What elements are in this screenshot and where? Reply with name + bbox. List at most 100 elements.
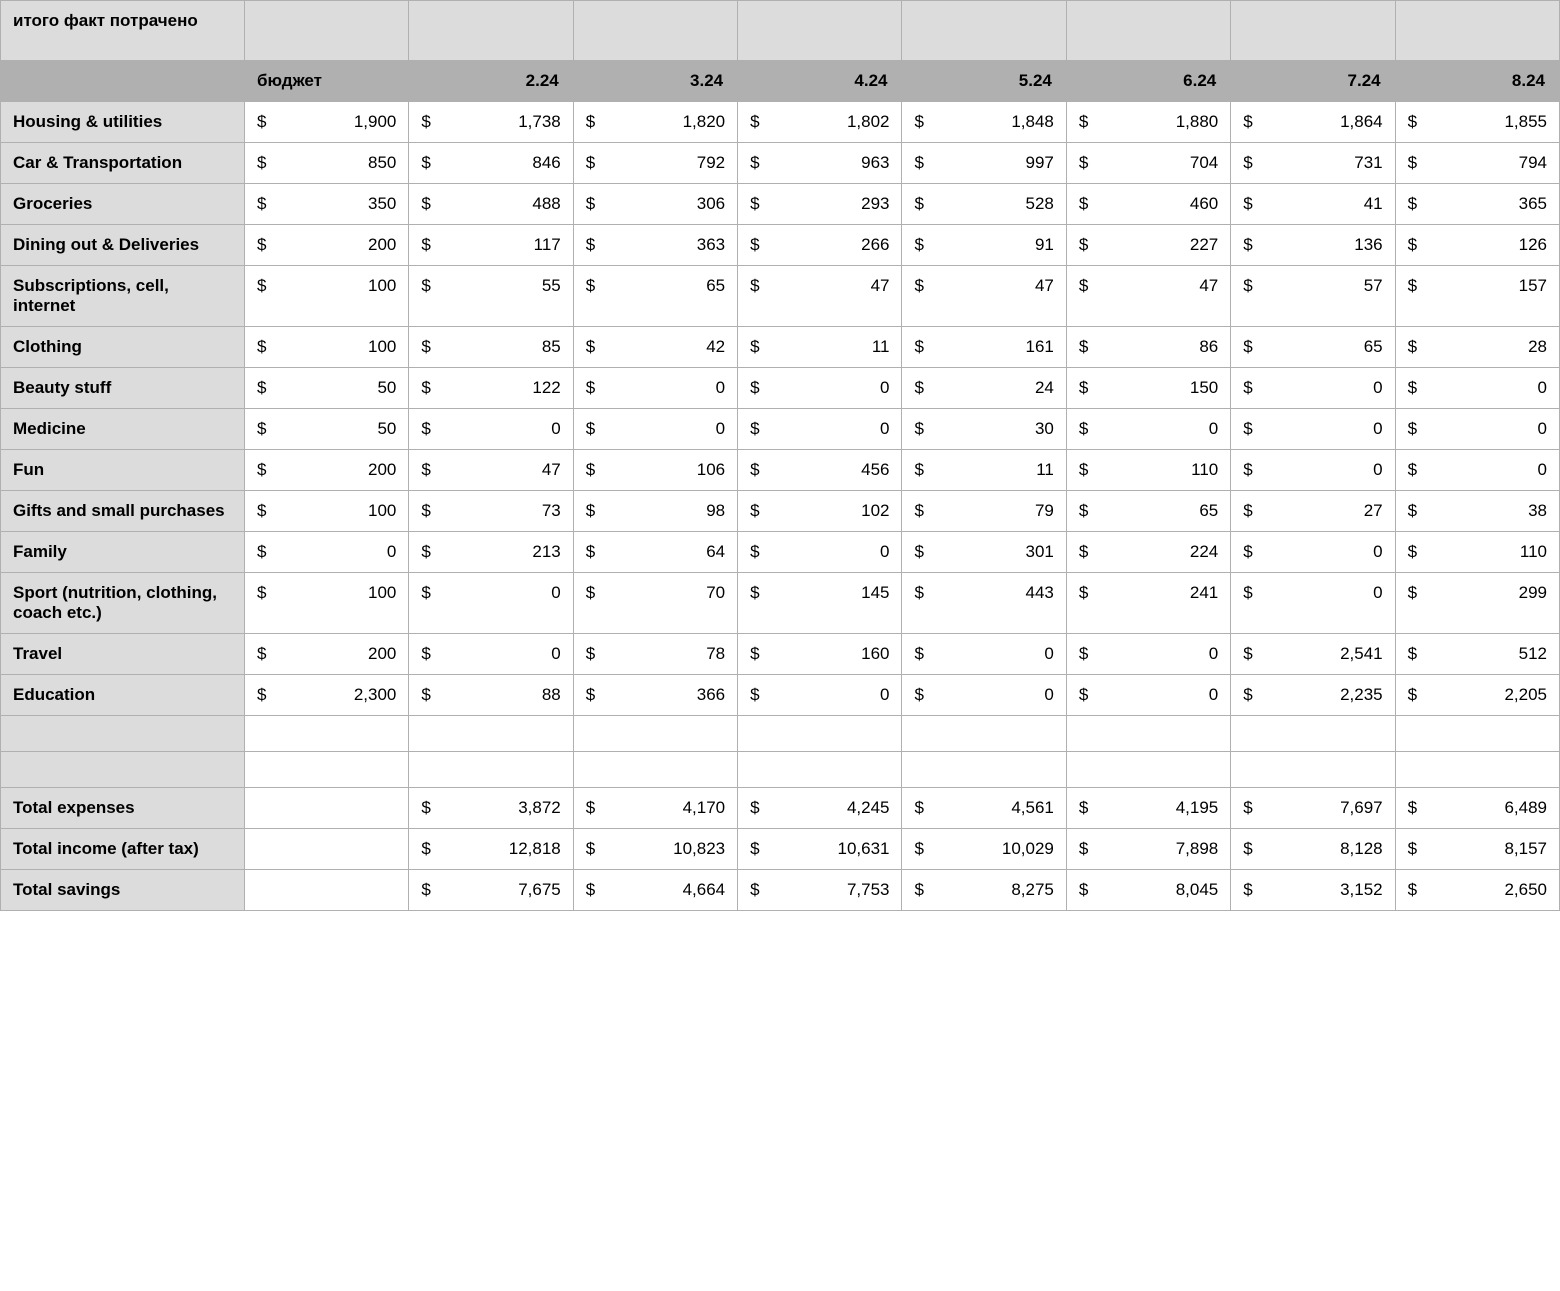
table-cell[interactable]: $47 (738, 266, 902, 327)
table-cell[interactable]: $11 (902, 450, 1066, 491)
row-label[interactable]: Family (1, 532, 245, 573)
table-cell[interactable]: $65 (1066, 491, 1230, 532)
table-cell[interactable]: $10,029 (902, 829, 1066, 870)
table-cell[interactable]: $266 (738, 225, 902, 266)
table-cell[interactable]: $997 (902, 143, 1066, 184)
table-cell[interactable]: $0 (409, 409, 573, 450)
table-cell[interactable]: $963 (738, 143, 902, 184)
table-cell[interactable]: $2,235 (1231, 675, 1395, 716)
table-cell[interactable]: $365 (1395, 184, 1559, 225)
table-cell[interactable]: $117 (409, 225, 573, 266)
table-cell[interactable]: $241 (1066, 573, 1230, 634)
table-cell[interactable] (244, 716, 408, 752)
row-label[interactable]: Total expenses (1, 788, 245, 829)
table-cell[interactable] (244, 752, 408, 788)
table-cell[interactable]: $122 (409, 368, 573, 409)
table-cell[interactable]: $12,818 (409, 829, 573, 870)
table-cell[interactable]: $224 (1066, 532, 1230, 573)
table-cell[interactable]: $0 (1231, 409, 1395, 450)
table-cell[interactable]: $792 (573, 143, 737, 184)
table-cell[interactable]: $0 (1231, 450, 1395, 491)
table-cell[interactable]: $1,855 (1395, 102, 1559, 143)
table-cell[interactable]: $3,872 (409, 788, 573, 829)
table-cell[interactable]: $78 (573, 634, 737, 675)
table-cell[interactable]: $57 (1231, 266, 1395, 327)
table-cell[interactable]: $1,864 (1231, 102, 1395, 143)
table-cell[interactable]: $299 (1395, 573, 1559, 634)
table-cell[interactable]: $10,823 (573, 829, 737, 870)
table-cell[interactable]: $0 (573, 409, 737, 450)
table-cell[interactable]: $70 (573, 573, 737, 634)
row-label[interactable]: Dining out & Deliveries (1, 225, 245, 266)
table-cell[interactable]: $88 (409, 675, 573, 716)
table-cell[interactable]: $7,697 (1231, 788, 1395, 829)
table-cell[interactable] (1231, 716, 1395, 752)
table-cell[interactable]: $2,205 (1395, 675, 1559, 716)
table-cell[interactable]: $0 (1066, 409, 1230, 450)
table-cell[interactable]: $11 (738, 327, 902, 368)
table-cell[interactable]: $161 (902, 327, 1066, 368)
table-cell[interactable] (1395, 752, 1559, 788)
table-cell[interactable]: $293 (738, 184, 902, 225)
table-cell[interactable] (738, 716, 902, 752)
table-cell[interactable]: $7,675 (409, 870, 573, 911)
table-cell[interactable]: $0 (902, 675, 1066, 716)
table-cell[interactable] (409, 716, 573, 752)
col-header-month[interactable]: 8.24 (1395, 61, 1559, 102)
table-cell[interactable] (409, 752, 573, 788)
table-cell[interactable]: $ (244, 788, 408, 829)
table-cell[interactable]: $10,631 (738, 829, 902, 870)
col-header-month[interactable]: 4.24 (738, 61, 902, 102)
col-header-month[interactable]: 7.24 (1231, 61, 1395, 102)
table-cell[interactable]: $0 (1066, 634, 1230, 675)
table-cell[interactable]: $0 (902, 634, 1066, 675)
table-cell[interactable] (1066, 716, 1230, 752)
table-cell[interactable]: $1,848 (902, 102, 1066, 143)
row-label[interactable]: Beauty stuff (1, 368, 245, 409)
table-cell[interactable]: $0 (738, 532, 902, 573)
table-cell[interactable]: $73 (409, 491, 573, 532)
table-cell[interactable]: $1,900 (244, 102, 408, 143)
col-header-month[interactable]: 3.24 (573, 61, 737, 102)
col-header-budget[interactable]: бюджет (244, 61, 408, 102)
col-header-month[interactable]: 2.24 (409, 61, 573, 102)
table-cell[interactable]: $65 (1231, 327, 1395, 368)
table-cell[interactable]: $456 (738, 450, 902, 491)
table-cell[interactable]: $0 (573, 368, 737, 409)
table-cell[interactable]: $86 (1066, 327, 1230, 368)
row-label[interactable]: Clothing (1, 327, 245, 368)
table-cell[interactable] (1066, 752, 1230, 788)
table-cell[interactable]: $27 (1231, 491, 1395, 532)
row-label[interactable]: Groceries (1, 184, 245, 225)
table-cell[interactable]: $4,195 (1066, 788, 1230, 829)
row-label[interactable]: Education (1, 675, 245, 716)
table-cell[interactable]: $850 (244, 143, 408, 184)
table-cell[interactable]: $2,650 (1395, 870, 1559, 911)
table-cell[interactable] (573, 716, 737, 752)
table-cell[interactable]: $846 (409, 143, 573, 184)
table-cell[interactable]: $363 (573, 225, 737, 266)
table-cell[interactable]: $85 (409, 327, 573, 368)
table-cell[interactable]: $106 (573, 450, 737, 491)
table-cell[interactable]: $0 (1231, 368, 1395, 409)
table-cell[interactable]: $47 (1066, 266, 1230, 327)
table-cell[interactable]: $0 (1066, 675, 1230, 716)
table-cell[interactable]: $79 (902, 491, 1066, 532)
table-cell[interactable]: $38 (1395, 491, 1559, 532)
table-cell[interactable]: $0 (1395, 450, 1559, 491)
table-cell[interactable] (902, 716, 1066, 752)
table-cell[interactable]: $98 (573, 491, 737, 532)
table-cell[interactable]: $150 (1066, 368, 1230, 409)
table-cell[interactable]: $794 (1395, 143, 1559, 184)
table-cell[interactable]: $42 (573, 327, 737, 368)
table-cell[interactable]: $0 (738, 409, 902, 450)
table-cell[interactable]: $0 (1395, 409, 1559, 450)
col-header-month[interactable]: 5.24 (902, 61, 1066, 102)
row-label[interactable]: Sport (nutrition, clothing, coach etc.) (1, 573, 245, 634)
table-cell[interactable]: $3,152 (1231, 870, 1395, 911)
table-cell[interactable]: $443 (902, 573, 1066, 634)
table-cell[interactable]: $102 (738, 491, 902, 532)
table-cell[interactable]: $200 (244, 634, 408, 675)
table-cell[interactable]: $50 (244, 409, 408, 450)
table-cell[interactable]: $4,170 (573, 788, 737, 829)
